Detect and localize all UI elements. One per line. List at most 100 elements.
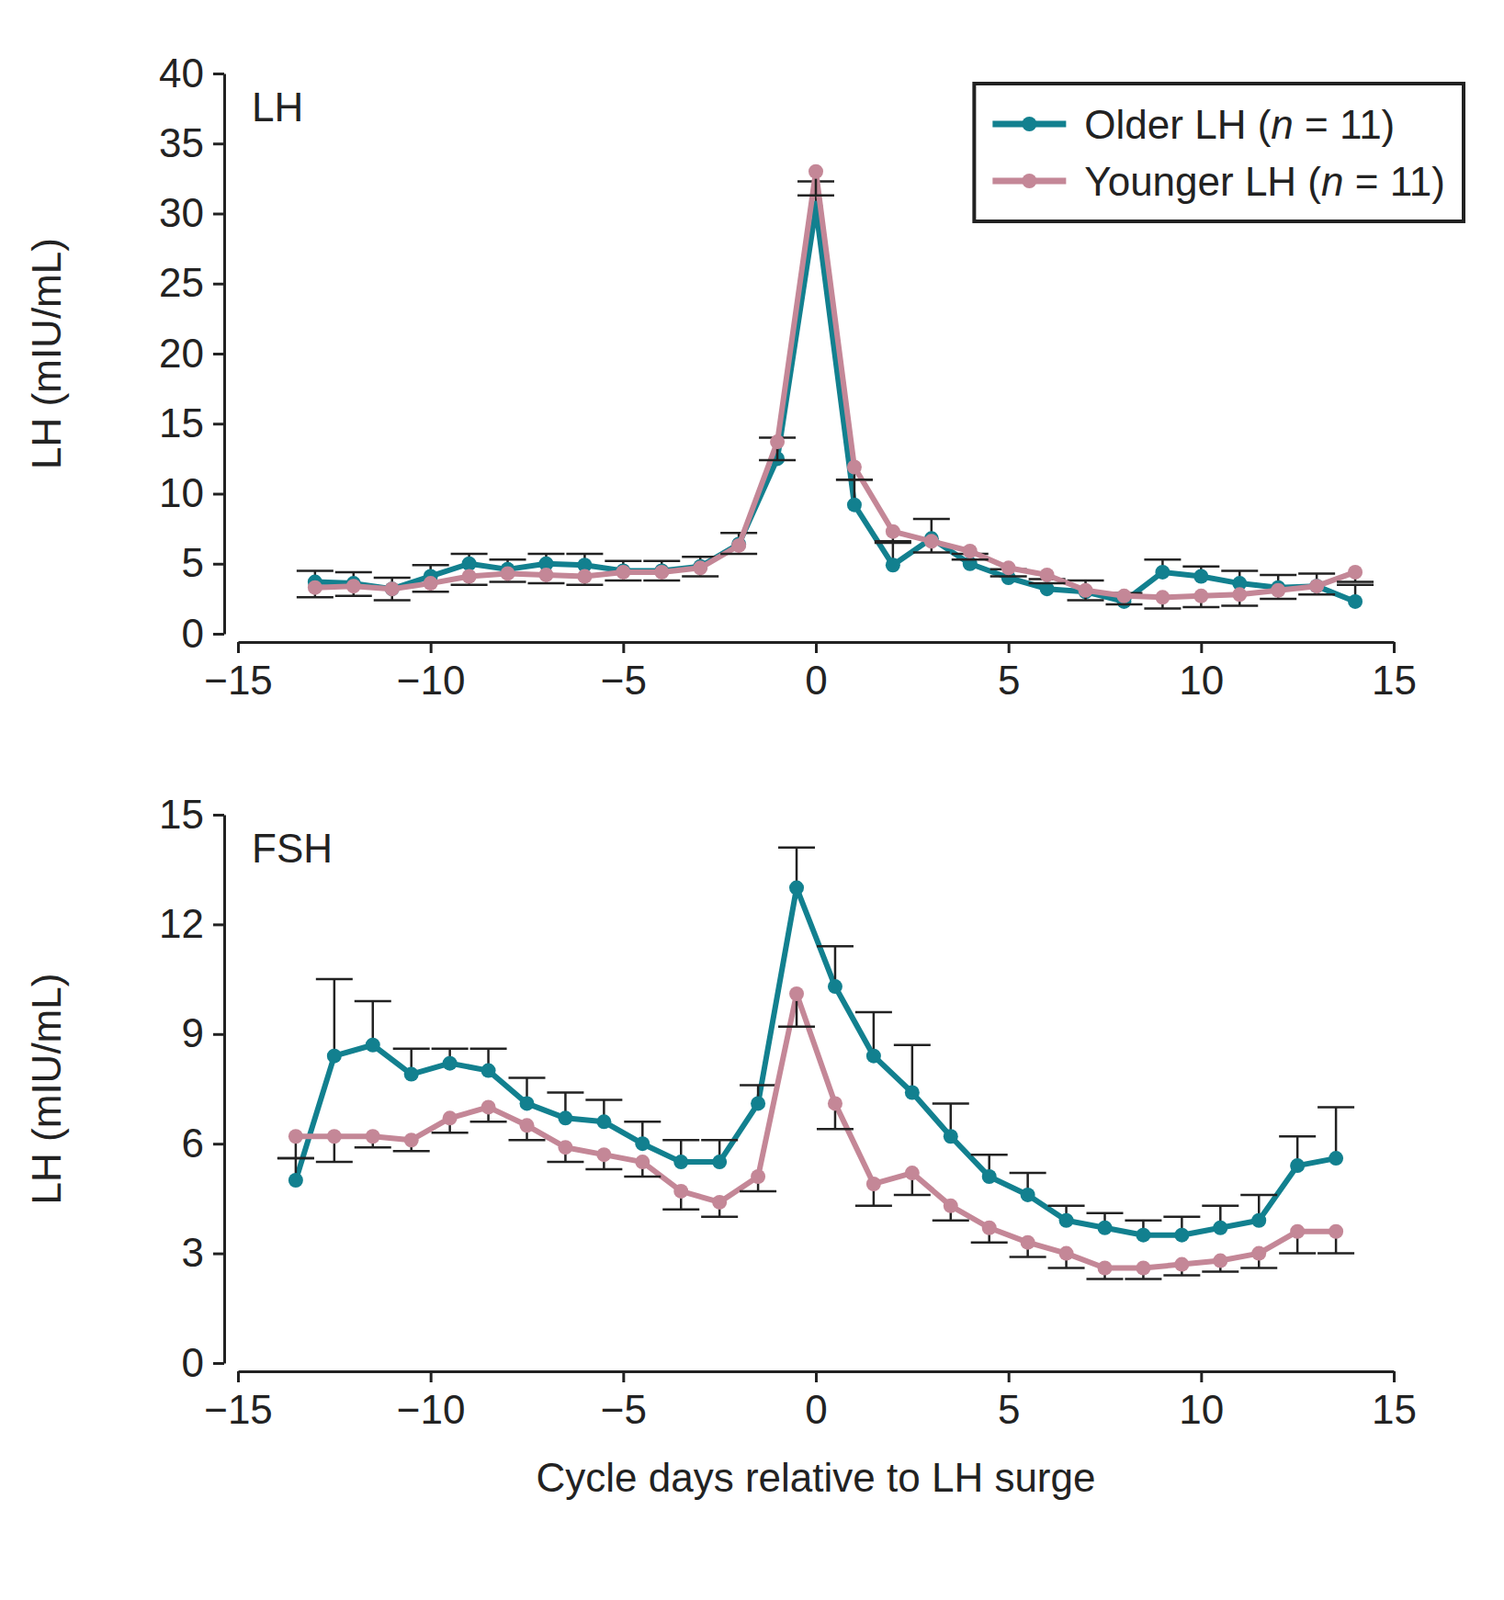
error-cap bbox=[1240, 1194, 1278, 1198]
x-tick-mark bbox=[237, 642, 240, 654]
error-cap bbox=[585, 1168, 622, 1172]
legend-entry: Younger LH (n = 11) bbox=[992, 158, 1446, 204]
x-tick-label: 15 bbox=[1371, 1387, 1417, 1433]
data-point bbox=[404, 1067, 419, 1083]
y-tick-label: 25 bbox=[158, 260, 204, 306]
y-tick: 30 bbox=[158, 190, 225, 236]
x-tick-mark bbox=[429, 642, 433, 654]
error-bar bbox=[316, 979, 353, 1057]
data-point bbox=[943, 1129, 959, 1144]
data-point bbox=[1289, 1224, 1305, 1240]
y-tick: 35 bbox=[158, 120, 225, 166]
data-point bbox=[789, 986, 804, 1002]
data-point bbox=[654, 565, 669, 580]
data-point bbox=[673, 1154, 689, 1170]
error-cap bbox=[431, 1131, 469, 1135]
data-point bbox=[384, 581, 400, 597]
data-point bbox=[520, 1096, 535, 1111]
legend-box bbox=[973, 83, 1464, 222]
data-point bbox=[750, 1096, 766, 1111]
data-point bbox=[481, 1063, 497, 1079]
data-point bbox=[1193, 588, 1209, 604]
error-cap bbox=[277, 1157, 315, 1161]
error-cap bbox=[1182, 606, 1220, 610]
error-cap bbox=[451, 583, 488, 587]
x-tick-label: −10 bbox=[396, 657, 466, 703]
error-cap bbox=[855, 1205, 893, 1209]
error-cap bbox=[1163, 1216, 1200, 1220]
y-tick-mark bbox=[213, 1253, 225, 1256]
legend-marker bbox=[1021, 116, 1037, 132]
error-cap bbox=[990, 575, 1028, 578]
error-cap bbox=[701, 1216, 738, 1220]
y-tick-label: 5 bbox=[181, 540, 204, 586]
data-point bbox=[462, 568, 477, 584]
x-tick-label: 0 bbox=[804, 1387, 827, 1433]
figure: −15−10−50510150510152025303540LH (mIU/mL… bbox=[0, 0, 1504, 1600]
error-cap bbox=[1086, 1212, 1124, 1216]
error-cap bbox=[1259, 598, 1297, 601]
data-point bbox=[750, 1169, 766, 1185]
data-point bbox=[557, 1110, 573, 1126]
y-tick-mark bbox=[213, 923, 225, 927]
error-cap bbox=[1143, 607, 1181, 611]
data-point bbox=[1154, 589, 1170, 605]
data-point bbox=[1001, 560, 1017, 576]
y-axis-title: LH (mIU/mL) bbox=[23, 237, 69, 470]
legend-text-part: = 11) bbox=[1293, 101, 1395, 148]
legend-text-part: n bbox=[1270, 101, 1293, 148]
data-point bbox=[1251, 1246, 1267, 1262]
error-cap bbox=[296, 569, 334, 573]
error-cap bbox=[836, 478, 873, 482]
error-cap bbox=[1163, 1274, 1200, 1278]
x-tick-mark bbox=[429, 1371, 433, 1383]
data-point bbox=[384, 581, 400, 597]
x-axis-title: Cycle days relative to LH surge bbox=[536, 1455, 1097, 1501]
x-tick: 5 bbox=[997, 642, 1020, 703]
x-tick: −5 bbox=[600, 1371, 647, 1433]
y-axis: 03691215 bbox=[158, 791, 225, 1386]
series-line bbox=[315, 171, 1356, 599]
x-tick: 10 bbox=[1178, 1371, 1224, 1433]
data-point bbox=[827, 1096, 843, 1111]
data-point bbox=[500, 565, 516, 581]
error-cap bbox=[527, 553, 565, 556]
error-cap bbox=[393, 1047, 430, 1051]
data-point bbox=[1020, 1187, 1036, 1203]
error-cap bbox=[1143, 558, 1181, 562]
x-tick-mark bbox=[1007, 642, 1011, 654]
x-tick-mark bbox=[621, 642, 625, 654]
legend-label: Older LH (n = 11) bbox=[1084, 101, 1395, 148]
error-cap bbox=[277, 1157, 315, 1161]
x-tick: −15 bbox=[203, 642, 273, 703]
data-point bbox=[288, 1129, 304, 1144]
data-point bbox=[596, 1147, 611, 1163]
data-point bbox=[827, 979, 843, 995]
error-cap bbox=[643, 559, 680, 563]
data-point bbox=[1270, 583, 1286, 599]
x-tick-label: −5 bbox=[600, 657, 647, 703]
panel-title: LH bbox=[251, 84, 304, 130]
error-cap bbox=[662, 1209, 700, 1212]
data-point bbox=[1059, 1213, 1075, 1229]
error-cap bbox=[1317, 1106, 1355, 1109]
error-cap bbox=[585, 1098, 622, 1102]
series bbox=[296, 164, 1374, 610]
error-cap bbox=[470, 1047, 508, 1051]
error-cap bbox=[335, 571, 373, 575]
y-tick: 0 bbox=[181, 1340, 225, 1386]
plot-area bbox=[277, 848, 1355, 1280]
data-point bbox=[1078, 583, 1094, 599]
x-tick-label: 10 bbox=[1178, 1387, 1224, 1433]
x-axis: −15−10−5051015 bbox=[203, 642, 1417, 703]
error-cap bbox=[913, 551, 950, 555]
error-cap bbox=[816, 1128, 854, 1131]
data-point bbox=[866, 1176, 882, 1192]
error-cap bbox=[720, 531, 758, 535]
data-point bbox=[1174, 1228, 1189, 1244]
data-point bbox=[1289, 1158, 1305, 1174]
legend: Older LH (n = 11) Younger LH (n = 11) bbox=[973, 83, 1464, 222]
data-point bbox=[1347, 565, 1363, 580]
error-cap bbox=[1067, 579, 1105, 583]
x-tick-mark bbox=[814, 642, 818, 654]
